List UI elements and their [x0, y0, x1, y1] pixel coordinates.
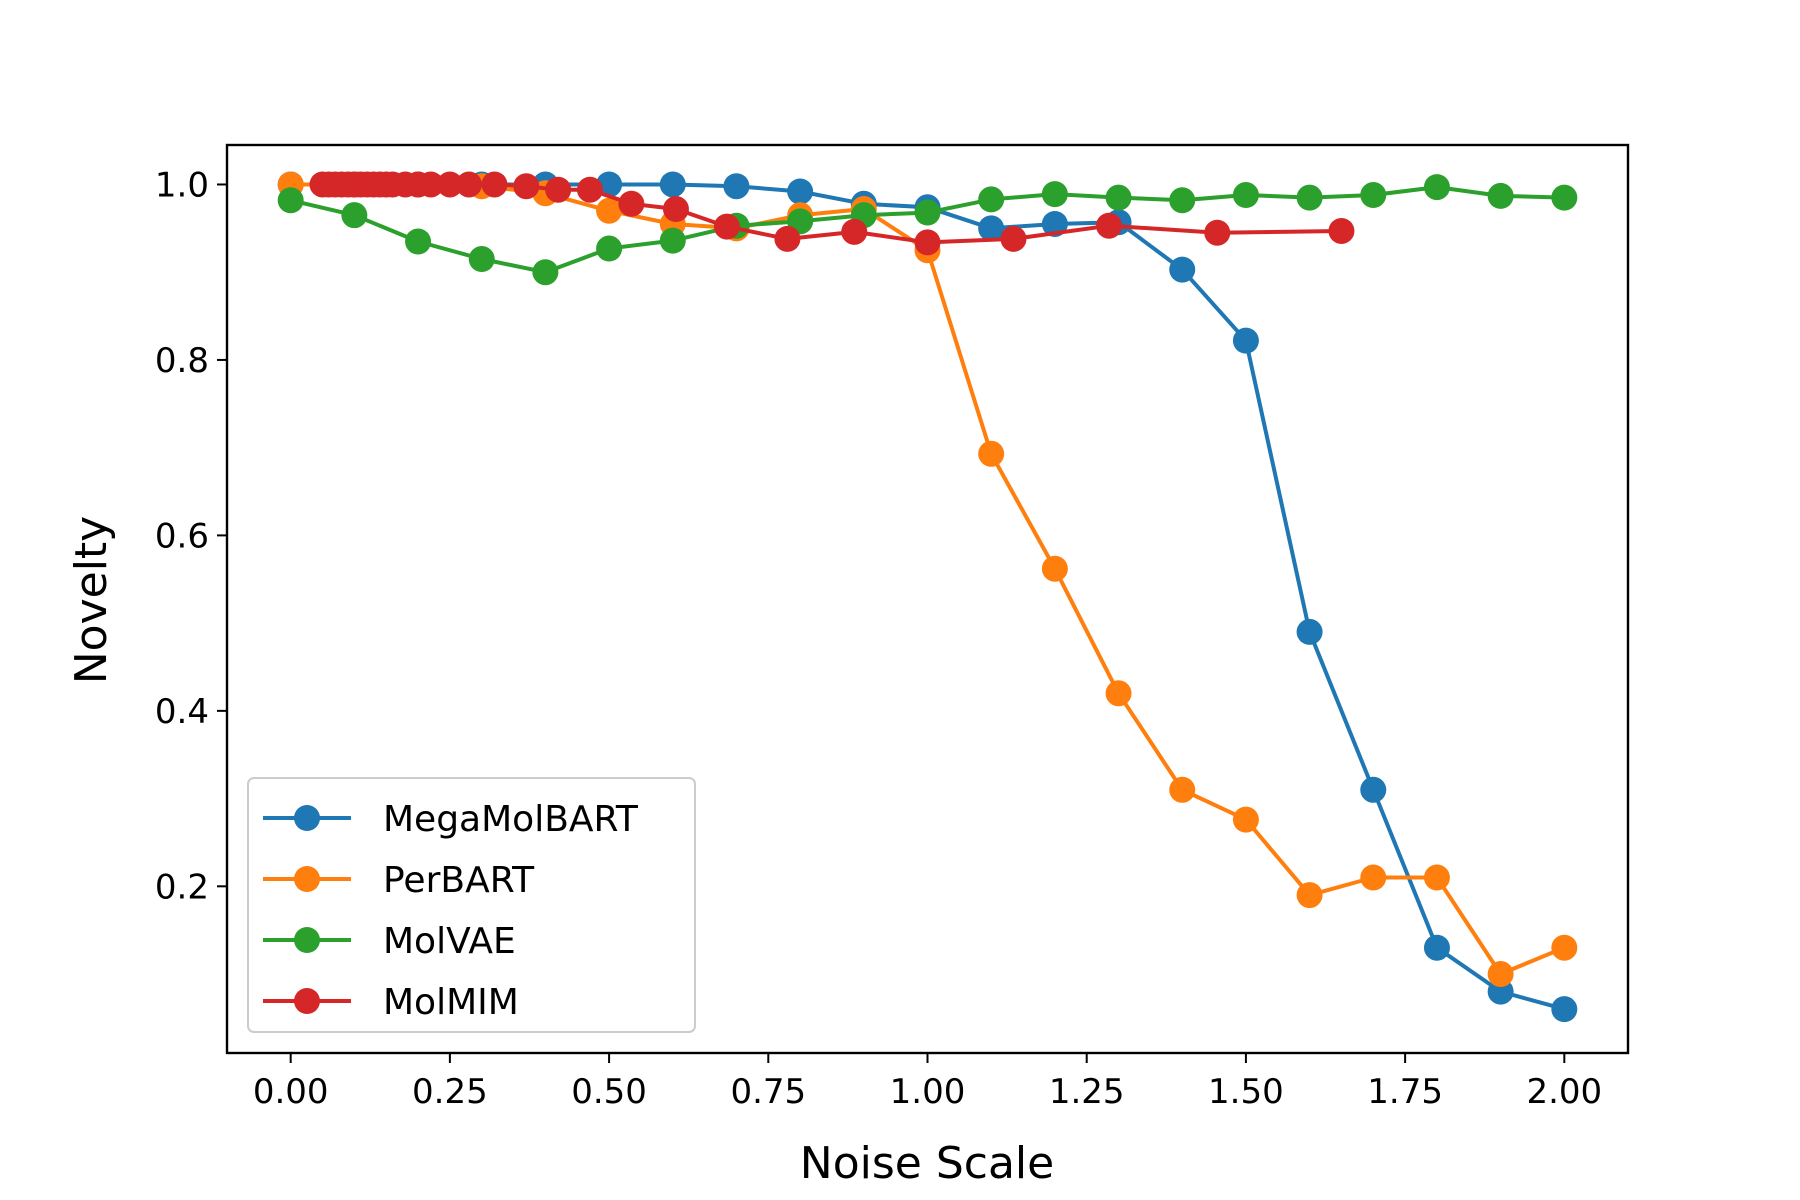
x-axis-label: Noise Scale — [800, 1138, 1054, 1189]
data-point — [513, 173, 540, 200]
y-axis: 0.2 0.4 0.6 0.8 1.0 — [155, 165, 227, 907]
data-point — [978, 215, 1005, 242]
data-point — [481, 171, 508, 198]
data-point — [341, 202, 368, 229]
series-layer — [277, 171, 1578, 1023]
legend-label: PerBART — [383, 860, 535, 901]
y-tick-label: 0.8 — [155, 341, 209, 381]
x-tick-label: 0.50 — [571, 1072, 647, 1112]
data-point — [978, 440, 1005, 467]
x-tick-label: 0.25 — [412, 1072, 488, 1112]
data-point — [1105, 184, 1132, 211]
data-point — [1105, 680, 1132, 707]
data-point — [468, 246, 495, 273]
data-point — [417, 171, 444, 198]
data-point — [659, 171, 686, 198]
data-point — [1232, 806, 1259, 833]
x-tick-label: 0.00 — [253, 1072, 329, 1112]
data-point — [1551, 184, 1578, 211]
data-point — [662, 196, 689, 223]
data-point — [841, 218, 868, 245]
data-point — [455, 171, 482, 198]
data-point — [618, 190, 645, 217]
data-point — [914, 199, 941, 226]
y-axis-label: Novelty — [66, 516, 117, 684]
legend-swatch-marker — [294, 927, 320, 953]
legend-frame — [247, 777, 696, 1033]
data-point — [1360, 182, 1387, 209]
data-point — [1296, 618, 1323, 645]
data-point — [914, 229, 941, 256]
series-molvae — [277, 174, 1578, 286]
x-tick-label: 1.00 — [890, 1072, 966, 1112]
legend: MegaMolBART PerBART MolVAE MolMIM — [247, 777, 696, 1033]
data-point — [576, 176, 603, 203]
data-point — [532, 259, 559, 286]
y-tick-label: 0.4 — [155, 692, 209, 732]
data-point — [1095, 212, 1122, 239]
data-point — [1169, 256, 1196, 283]
data-point — [1169, 187, 1196, 214]
x-tick-label: 1.75 — [1367, 1072, 1443, 1112]
legend-label: MolVAE — [383, 921, 516, 962]
data-point — [1423, 934, 1450, 961]
y-tick-label: 0.2 — [155, 867, 209, 907]
legend-swatch-marker — [294, 866, 320, 892]
data-point — [1551, 996, 1578, 1023]
data-point — [1423, 174, 1450, 201]
data-point — [787, 178, 814, 205]
data-point — [1423, 864, 1450, 891]
data-point — [277, 187, 304, 214]
y-tick-label: 0.6 — [155, 516, 209, 556]
data-point — [713, 213, 740, 240]
x-tick-label: 2.00 — [1526, 1072, 1602, 1112]
data-point — [723, 173, 750, 200]
data-point — [659, 227, 686, 254]
data-point — [1551, 934, 1578, 961]
x-tick-label: 1.25 — [1049, 1072, 1125, 1112]
data-point — [1328, 217, 1355, 244]
data-point — [1296, 184, 1323, 211]
data-point — [1232, 327, 1259, 354]
x-axis: 0.00 0.25 0.50 0.75 1.00 1.25 1.50 1.75 2.00 — [253, 1053, 1602, 1112]
data-point — [1232, 182, 1259, 209]
data-point — [1487, 961, 1514, 988]
data-point — [545, 176, 572, 203]
legend-swatch-marker — [294, 805, 320, 831]
data-point — [978, 186, 1005, 213]
legend-swatch-marker — [294, 988, 320, 1014]
data-point — [1487, 182, 1514, 209]
data-point — [596, 197, 623, 224]
data-point — [774, 225, 801, 252]
y-tick-label: 1.0 — [155, 165, 209, 205]
x-tick-label: 1.50 — [1208, 1072, 1284, 1112]
series-molmim — [309, 171, 1355, 256]
data-point — [1000, 225, 1027, 252]
data-point — [436, 171, 463, 198]
legend-label: MegaMolBART — [383, 799, 639, 840]
data-point — [1204, 219, 1231, 246]
data-point — [405, 228, 432, 255]
data-point — [1360, 864, 1387, 891]
data-point — [1041, 555, 1068, 582]
data-point — [1041, 181, 1068, 208]
x-tick-label: 0.75 — [730, 1072, 806, 1112]
data-point — [596, 235, 623, 262]
legend-label: MolMIM — [383, 982, 519, 1023]
data-point — [1360, 776, 1387, 803]
data-point — [1296, 882, 1323, 909]
data-point — [1169, 776, 1196, 803]
